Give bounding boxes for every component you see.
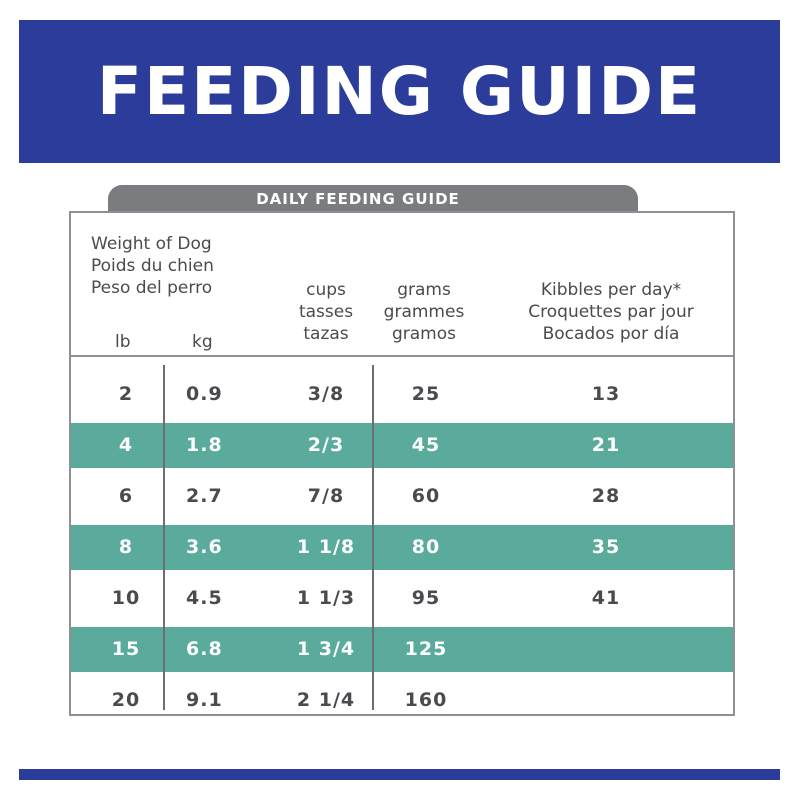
column-divider-weight bbox=[163, 365, 165, 710]
header-cups-fr: tasses bbox=[298, 302, 354, 322]
cell-kg: 0.9 bbox=[186, 383, 223, 405]
header-kibbles-es: Bocados por día bbox=[542, 324, 680, 344]
header-kg: kg bbox=[192, 332, 213, 352]
header-weight-en: Weight of Dog bbox=[91, 234, 212, 254]
header-grams-es: gramos bbox=[391, 324, 456, 344]
cell-cups: 7/8 bbox=[307, 485, 345, 507]
cell-kg: 1.8 bbox=[186, 434, 223, 456]
cell-grams: 160 bbox=[404, 689, 448, 711]
cell-kg: 4.5 bbox=[186, 587, 223, 609]
header-divider bbox=[71, 355, 733, 357]
feeding-table: Weight of Dog Poids du chien Peso del pe… bbox=[69, 211, 735, 716]
cell-grams: 45 bbox=[411, 434, 441, 456]
cell-cups: 2/3 bbox=[307, 434, 345, 456]
cell-lb: 4 bbox=[118, 434, 134, 456]
cell-grams: 80 bbox=[411, 536, 441, 558]
banner-title: FEEDING GUIDE bbox=[96, 53, 703, 130]
header-kibbles-fr: Croquettes par jour bbox=[528, 302, 694, 322]
table-header: Weight of Dog Poids du chien Peso del pe… bbox=[71, 213, 733, 355]
footer-bar bbox=[19, 769, 780, 780]
cell-cups: 3/8 bbox=[307, 383, 345, 405]
header-lb: lb bbox=[115, 332, 131, 352]
cell-kg: 2.7 bbox=[186, 485, 223, 507]
cell-kibbles: 35 bbox=[591, 536, 621, 558]
table-body: 2 0.9 3/8 25 13 4 1.8 2/3 45 21 6 2.7 7/… bbox=[71, 369, 733, 726]
cell-cups: 1 1/8 bbox=[296, 536, 356, 558]
header-weight: Weight of Dog Poids du chien Peso del pe… bbox=[91, 233, 214, 299]
header-grams-en: grams bbox=[397, 280, 451, 300]
header-grams-fr: grammes bbox=[383, 302, 465, 322]
cell-kibbles: 13 bbox=[591, 383, 621, 405]
header-kibbles-en: Kibbles per day* bbox=[540, 280, 682, 300]
cell-kg: 3.6 bbox=[186, 536, 223, 558]
table-row: 8 3.6 1 1/8 80 35 bbox=[71, 522, 733, 573]
cell-grams: 125 bbox=[404, 638, 448, 660]
table-row: 10 4.5 1 1/3 95 41 bbox=[71, 573, 733, 624]
cell-lb: 2 bbox=[118, 383, 134, 405]
header-cups-es: tazas bbox=[303, 324, 349, 344]
feeding-guide-banner: FEEDING GUIDE bbox=[19, 20, 780, 163]
cell-cups: 2 1/4 bbox=[296, 689, 356, 711]
cell-kibbles bbox=[511, 675, 701, 726]
cell-grams: 95 bbox=[411, 587, 441, 609]
header-kibbles: Kibbles per day* Croquettes par jour Boc… bbox=[501, 279, 721, 345]
header-weight-es: Peso del perro bbox=[91, 278, 213, 298]
table-row: 4 1.8 2/3 45 21 bbox=[71, 420, 733, 471]
column-divider-cups bbox=[372, 365, 374, 710]
cell-lb: 10 bbox=[111, 587, 141, 609]
header-weight-fr: Poids du chien bbox=[91, 256, 214, 276]
cell-grams: 60 bbox=[411, 485, 441, 507]
cell-kg: 6.8 bbox=[186, 638, 223, 660]
header-grams: grams grammes gramos bbox=[369, 279, 479, 345]
table-row: 20 9.1 2 1/4 160 bbox=[71, 675, 733, 726]
cell-kibbles: 28 bbox=[591, 485, 621, 507]
cell-lb: 20 bbox=[111, 689, 141, 711]
cell-kibbles: 41 bbox=[591, 587, 621, 609]
header-cups: cups tasses tazas bbox=[281, 279, 371, 345]
table-row: 6 2.7 7/8 60 28 bbox=[71, 471, 733, 522]
cell-grams: 25 bbox=[411, 383, 441, 405]
cell-kibbles bbox=[511, 624, 701, 675]
cell-cups: 1 1/3 bbox=[296, 587, 356, 609]
cell-lb: 15 bbox=[111, 638, 141, 660]
tab-label: DAILY FEEDING GUIDE bbox=[256, 190, 460, 208]
table-row: 15 6.8 1 3/4 125 bbox=[71, 624, 733, 675]
daily-feeding-guide-tab: DAILY FEEDING GUIDE bbox=[108, 185, 638, 213]
header-cups-en: cups bbox=[306, 280, 346, 300]
cell-lb: 6 bbox=[118, 485, 134, 507]
table-row: 2 0.9 3/8 25 13 bbox=[71, 369, 733, 420]
cell-kibbles: 21 bbox=[591, 434, 621, 456]
cell-cups: 1 3/4 bbox=[296, 638, 356, 660]
cell-lb: 8 bbox=[118, 536, 134, 558]
cell-kg: 9.1 bbox=[186, 689, 223, 711]
